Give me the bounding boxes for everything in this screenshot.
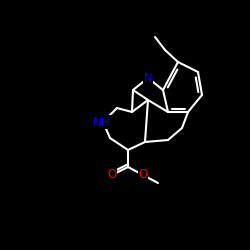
- Text: O: O: [108, 168, 116, 181]
- Text: O: O: [138, 168, 147, 181]
- Text: NH: NH: [93, 116, 111, 128]
- Text: N: N: [144, 72, 152, 85]
